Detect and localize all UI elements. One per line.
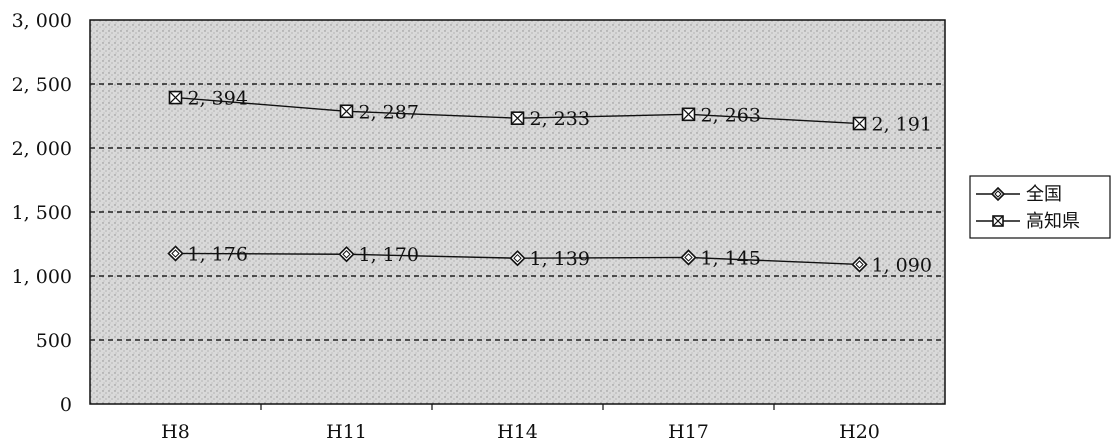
point-marker-diamond: [851, 256, 868, 273]
x-tick-label: H14: [497, 421, 538, 443]
data-label: 1, 090: [872, 254, 932, 276]
point-marker-diamond: [167, 245, 184, 262]
point-marker-diamond: [509, 250, 526, 267]
point-marker-diamond: [680, 249, 697, 266]
data-label: 2, 233: [530, 108, 590, 130]
x-tick-label: H11: [326, 421, 367, 443]
point-marker-square: [852, 116, 867, 131]
series-group: 1, 176 1, 170 1, 139 1, 145 1, 090 2, 394 2, 2…: [167, 88, 932, 276]
point-marker-diamond: [338, 246, 355, 263]
data-label: 1, 170: [359, 244, 419, 266]
point-marker-square: [168, 90, 183, 105]
legend-label: 高知県: [1026, 211, 1080, 232]
x-tick-label: H17: [668, 421, 709, 443]
y-tick-label: 1, 000: [12, 266, 72, 288]
data-label: 1, 145: [701, 247, 761, 269]
gridlines: [90, 83, 945, 341]
data-label: 2, 287: [359, 101, 419, 123]
y-tick-label: 2, 000: [12, 138, 72, 160]
legend-box: [969, 175, 1111, 239]
x-tick-label: H8: [161, 421, 190, 443]
y-tick-label: 3, 000: [12, 10, 72, 32]
legend-label: 全国: [1026, 184, 1062, 205]
data-label: 1, 176: [188, 243, 248, 265]
y-axis: 0 500 1, 000 1, 500 2, 000 2, 500 3, 000: [12, 10, 72, 416]
y-tick-label: 500: [36, 330, 72, 352]
point-marker-square: [339, 104, 354, 119]
x-tick-label: H20: [839, 421, 880, 443]
data-label: 2, 263: [701, 104, 761, 126]
y-tick-label: 2, 500: [12, 74, 72, 96]
point-marker-square: [510, 111, 525, 125]
point-marker-square: [681, 107, 696, 122]
point-marker-diamond: [990, 186, 1006, 202]
y-tick-label: 0: [60, 394, 72, 416]
data-label: 2, 191: [872, 114, 932, 136]
point-marker-square: [992, 215, 1004, 227]
y-tick-label: 1, 500: [12, 202, 72, 224]
data-label: 1, 139: [530, 248, 590, 270]
x-axis: H8 H11 H14 H17 H20: [161, 404, 880, 443]
data-label: 2, 394: [188, 88, 248, 110]
